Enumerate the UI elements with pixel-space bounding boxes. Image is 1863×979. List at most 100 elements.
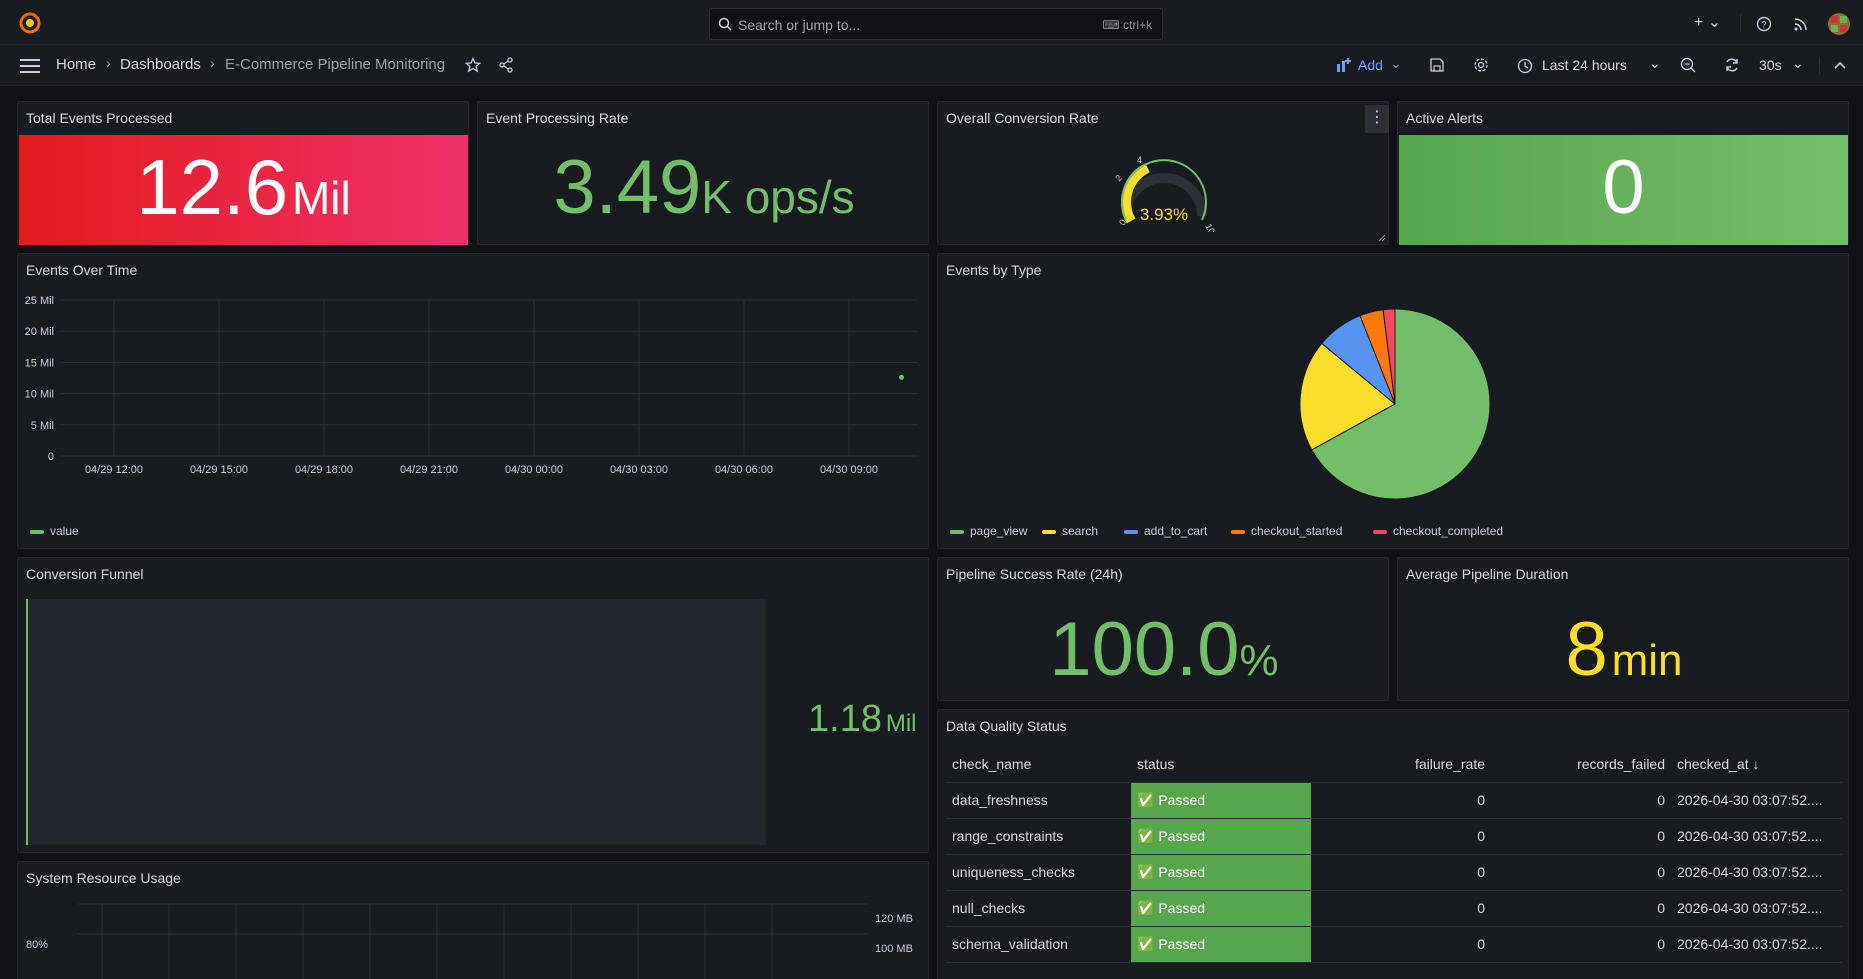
settings-gear-icon[interactable]	[1473, 57, 1489, 73]
panel-title: Active Alerts	[1406, 110, 1484, 126]
y-tick-label: 20 Mil	[25, 326, 54, 338]
legend-label: checkout_started	[1251, 524, 1343, 538]
time-range-label: Last 24 hours	[1542, 57, 1627, 73]
system-resource-chart	[78, 903, 868, 979]
panel-system-resource[interactable]: System Resource Usage 80% 120 MB 100 MB	[17, 861, 929, 979]
table-cell-failure-rate: 0	[1311, 854, 1491, 891]
panel-events-by-type[interactable]: Events by Type page_view search add_to_car…	[937, 253, 1849, 549]
panel-data-quality[interactable]: Data Quality Status check_name status fa…	[937, 709, 1849, 979]
stat-unit: K ops/s	[701, 171, 855, 223]
data-point[interactable]	[899, 374, 904, 380]
divider	[1819, 57, 1820, 75]
gauge-tick: 0	[1117, 218, 1128, 227]
table-cell-check-name: range_constraints	[946, 818, 1131, 855]
save-icon[interactable]	[1429, 57, 1445, 73]
breadcrumb-separator: ›	[210, 55, 215, 71]
column-header[interactable]: failure_rate	[1311, 746, 1491, 783]
collapse-chevron-up-icon[interactable]	[1833, 60, 1847, 70]
panel-total-events[interactable]: Total Events Processed 12.6 Mil	[17, 101, 469, 245]
news-feed-icon[interactable]	[1793, 16, 1809, 32]
legend-item[interactable]: page_view	[950, 524, 1027, 538]
panel-menu-icon[interactable]: ⋮	[1365, 105, 1389, 133]
legend-item[interactable]: search	[1042, 524, 1098, 538]
column-header[interactable]: records_failed	[1491, 746, 1671, 783]
x-tick-label: 04/29 21:00	[400, 464, 458, 476]
chart-grid	[60, 299, 918, 457]
user-avatar[interactable]	[1828, 13, 1850, 35]
pie-slice-page-view[interactable]	[1311, 308, 1491, 500]
resize-handle-icon[interactable]	[1378, 234, 1386, 242]
new-plus-icon[interactable]: + ⌄	[1694, 14, 1722, 31]
time-range-picker[interactable]: Last 24 hours ⌄	[1517, 55, 1661, 77]
stat-value: 100.0%	[938, 606, 1390, 693]
legend-item[interactable]: checkout_completed	[1373, 524, 1503, 538]
stat-number: 3.49	[553, 145, 702, 230]
breadcrumb-dashboards[interactable]: Dashboards	[120, 56, 201, 73]
x-tick-label: 04/30 09:00	[820, 464, 878, 476]
search-placeholder: Search or jump to...	[738, 17, 861, 33]
breadcrumb-current: E-Commerce Pipeline Monitoring	[225, 56, 446, 73]
column-header-sorted[interactable]: checked_at ↓	[1671, 746, 1842, 783]
gauge-tick: 4	[1137, 155, 1142, 165]
funnel-bar-background	[26, 599, 766, 845]
search-shortcut: ⌨ ctrl+k	[1102, 18, 1152, 32]
table-row: uniqueness_checks ✅ Passed 0 0 2026-04-30 03…	[946, 854, 1842, 891]
legend-item[interactable]: checkout_started	[1231, 524, 1342, 538]
zoom-out-icon[interactable]	[1680, 57, 1696, 73]
y-tick-label: 10 Mil	[25, 389, 54, 401]
legend-item[interactable]: value	[30, 524, 79, 538]
panel-title: Total Events Processed	[26, 110, 173, 126]
table-cell-failure-rate: 0	[1311, 782, 1491, 819]
stat-background	[19, 135, 468, 245]
panel-pipeline-success[interactable]: Pipeline Success Rate (24h) 100.0%	[937, 557, 1389, 701]
legend-label: page_view	[970, 524, 1028, 538]
x-tick-label: 04/29 15:00	[190, 464, 248, 476]
table-cell-records-failed: 0	[1491, 818, 1671, 855]
legend-swatch	[1231, 529, 1245, 534]
breadcrumb-home[interactable]: Home	[56, 56, 97, 73]
menu-icon[interactable]	[20, 58, 40, 74]
data-quality-table: check_name status failure_rate records_f…	[946, 746, 1842, 963]
pie-slice-search[interactable]	[1299, 342, 1396, 451]
column-header[interactable]: check_name	[946, 746, 1131, 783]
refresh-interval-picker[interactable]: 30s ⌄	[1759, 55, 1805, 77]
table-cell-check-name: uniqueness_checks	[946, 854, 1131, 891]
panel-title: Average Pipeline Duration	[1406, 566, 1569, 582]
table-cell-checked-at: 2026-04-30 03:07:52....	[1671, 818, 1842, 855]
top-bar: Search or jump to... ⌨ ctrl+k + ⌄ ?	[0, 0, 1863, 45]
stat-number: 12.6	[136, 143, 289, 231]
table-cell-status: ✅ Passed	[1131, 782, 1311, 819]
panel-conversion-rate[interactable]: Overall Conversion Rate ⋮ 0 2 4 10 3.93%	[937, 101, 1389, 245]
panel-processing-rate[interactable]: Event Processing Rate 3.49K ops/s	[477, 101, 929, 245]
search-input[interactable]: Search or jump to... ⌨ ctrl+k	[709, 8, 1163, 40]
star-icon[interactable]	[465, 57, 481, 73]
events-over-time-chart: 0 5 Mil 10 Mil 15 Mil 20 Mil 25 Mil 04/29 12:0…	[25, 295, 918, 476]
pie-slice-checkout-completed[interactable]	[1382, 308, 1396, 405]
panel-events-over-time[interactable]: Events Over Time 0 5 Mil 10 Mil 15 Mil 20 Mi…	[17, 253, 929, 549]
panel-avg-duration[interactable]: Average Pipeline Duration 8 min	[1397, 557, 1849, 701]
table-cell-status: ✅ Passed	[1131, 890, 1311, 927]
stat-unit: %	[1239, 636, 1279, 685]
panel-conversion-funnel[interactable]: Conversion Funnel 1.18 Mil	[17, 557, 929, 853]
pie-legend: page_view search add_to_cart checkout_start…	[950, 524, 1840, 540]
refresh-icon[interactable]	[1724, 57, 1740, 73]
legend-item[interactable]: add_to_cart	[1124, 524, 1207, 538]
refresh-interval-label: 30s	[1759, 57, 1782, 73]
gauge-value: 3.93%	[1140, 205, 1188, 224]
table-cell-check-name: data_freshness	[946, 782, 1131, 819]
panel-title: Events by Type	[946, 262, 1042, 278]
column-header[interactable]: status	[1131, 746, 1311, 783]
add-button-label: Add	[1358, 57, 1383, 73]
stat-value: 0	[1602, 145, 1645, 230]
funnel-number: 1.18	[808, 698, 882, 740]
gauge-tick: 10	[1203, 222, 1217, 232]
share-icon[interactable]	[498, 57, 514, 73]
gauge-tick: 2	[1113, 173, 1124, 184]
help-icon[interactable]: ?	[1756, 16, 1772, 32]
stat-value: 8 min	[1398, 606, 1850, 693]
table-cell-status: ✅ Passed	[1131, 926, 1311, 963]
stat-value: 12.6 Mil	[19, 142, 468, 233]
panel-active-alerts[interactable]: Active Alerts 0	[1397, 101, 1849, 245]
grafana-logo-icon[interactable]	[18, 11, 42, 35]
legend-swatch	[30, 529, 44, 534]
